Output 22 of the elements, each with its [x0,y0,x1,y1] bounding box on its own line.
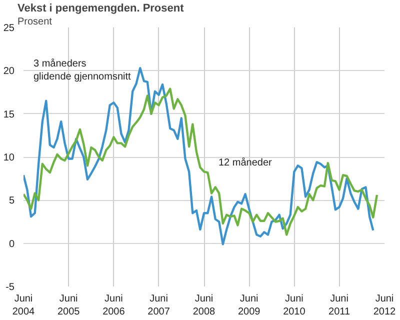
x-tick-label: Juni 2009 [238,294,261,318]
y-tick-label: 10 [3,152,15,164]
y-tick-label: 15 [3,109,15,120]
x-tick-label: Juni 2012 [373,294,396,318]
x-tick-label: Juni 2006 [102,294,126,318]
y-tick-label: 20 [3,66,15,78]
x-tick-label: Juni 2007 [148,294,170,318]
y-tick-label: -5 [6,282,15,293]
y-tick-label: 5 [8,196,15,207]
line-series [24,88,378,236]
chart-title: Vekst i pengemengden. Prosent [18,2,184,14]
y-tick-label: 0 [8,238,15,250]
series-label: 3 måneders glidende gjennomsnitt [34,58,132,83]
x-tick-label: Juni 2010 [283,294,306,318]
line-series [24,66,374,246]
x-tick-label: Juni 2008 [192,294,216,318]
x-tick-label: Juni 2004 [12,294,36,318]
series-label: 12 måneder [218,156,273,168]
y-axis-title: Prosent [18,16,52,28]
x-tick-label: Juni 2005 [57,294,80,318]
y-tick-label: 25 [3,23,15,34]
x-tick-label: Juni 2011 [328,294,350,318]
